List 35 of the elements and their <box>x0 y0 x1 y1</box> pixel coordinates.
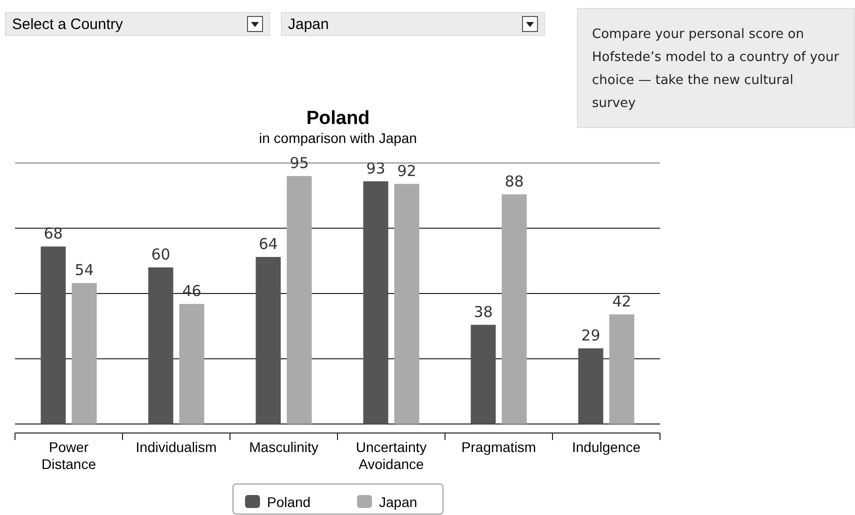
bar <box>179 304 204 424</box>
bar <box>394 184 420 424</box>
data-label: 42 <box>612 292 632 310</box>
data-label: 29 <box>581 326 600 344</box>
legend-label: Poland <box>267 494 311 510</box>
bar <box>286 176 312 424</box>
data-label: 60 <box>151 245 170 264</box>
data-label: 88 <box>504 172 524 190</box>
chart-subtitle: in comparison with Japan <box>259 130 417 146</box>
bar <box>256 256 281 424</box>
bar <box>40 246 66 424</box>
chart-title: Poland <box>306 108 370 129</box>
x-tick-label: Uncertainty Avoidance <box>356 439 427 472</box>
bar <box>72 283 97 424</box>
bar <box>609 314 634 424</box>
text: Compare your personal score on Hofstede’s model to a country of your choice — take the new cultural survey <box>577 8 855 128</box>
x-tick-label: Pragmatism <box>461 439 536 455</box>
bar <box>502 194 527 424</box>
data-label: 54 <box>74 261 94 280</box>
data-label: 92 <box>397 162 416 180</box>
x-tick-label: Individualism <box>136 439 217 455</box>
legend-label: Japan <box>379 494 418 510</box>
data-label: 64 <box>258 234 278 253</box>
bar <box>148 267 174 424</box>
bar <box>363 181 388 424</box>
data-label: 93 <box>366 159 386 178</box>
bar <box>578 348 604 424</box>
x-tick-label: Power Distance <box>42 439 96 472</box>
text: Select a Country <box>12 16 123 33</box>
data-label: 68 <box>44 224 63 243</box>
data-label: 38 <box>474 302 493 321</box>
x-tick-label: Masculinity <box>249 439 318 455</box>
text: Japan <box>288 16 329 33</box>
bar <box>470 324 496 424</box>
x-tick-label: Indulgence <box>572 439 641 455</box>
